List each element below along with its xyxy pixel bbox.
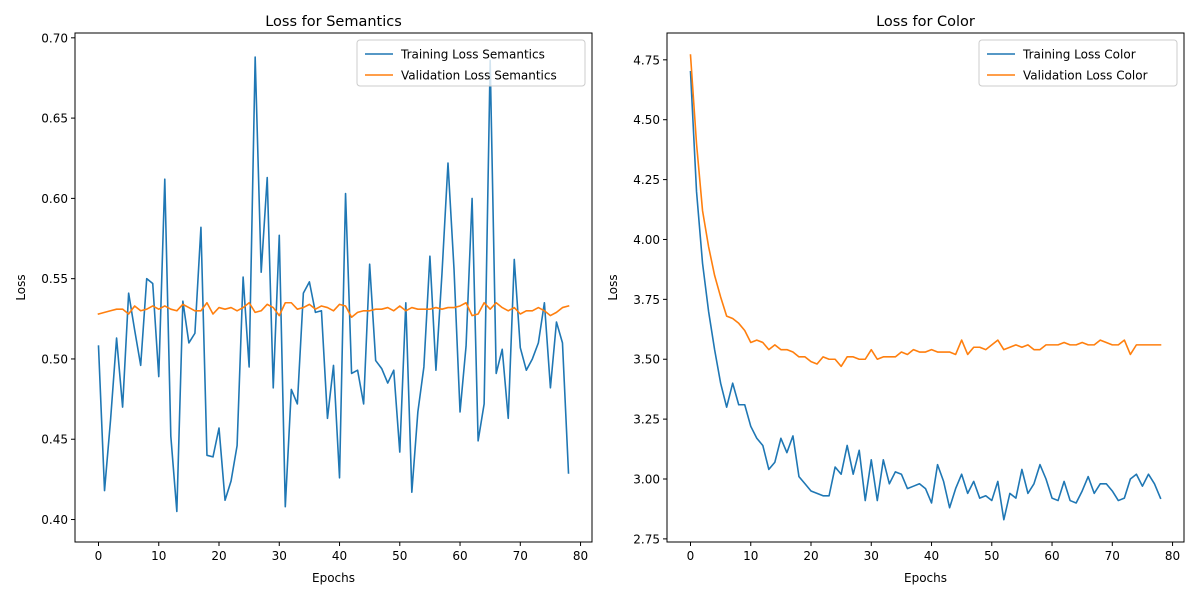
x-tick-label: 40	[924, 549, 939, 563]
x-tick-label: 0	[687, 549, 695, 563]
x-tick-label: 30	[864, 549, 879, 563]
x-tick-label: 50	[984, 549, 999, 563]
chart-semantics: 0 10 20 30 40 50 60 70 80 0.40 0.45 0.50 0.55 0.60 0.6…	[14, 14, 593, 585]
legend: Training Loss Color Validation Loss Color	[978, 39, 1178, 87]
x-axis-label: Epochs	[904, 571, 947, 585]
x-tick-label: 60	[452, 549, 467, 563]
y-tick-label: 0.40	[41, 513, 68, 527]
series-line-2	[689, 54, 1162, 368]
legend-label: Validation Loss Semantics	[401, 69, 557, 83]
y-tick-label: 3.50	[633, 353, 660, 367]
x-tick-label: 0	[95, 549, 103, 563]
chart-title: Loss for Semantics	[265, 14, 402, 30]
x-tick-label: 80	[573, 549, 588, 563]
x-tick-label: 70	[513, 549, 528, 563]
chart-color: 0 10 20 30 40 50 60 70 80 2.75 3.00 3.25 3.50 3.75 4.0…	[606, 14, 1185, 585]
y-tick-label: 0.70	[41, 31, 68, 45]
x-tick-label: 80	[1165, 549, 1180, 563]
x-tick-label: 60	[1044, 549, 1059, 563]
y-tick-label: 3.25	[633, 413, 660, 427]
y-tick-label: 0.65	[41, 112, 68, 126]
y-axis-label: Loss	[606, 274, 620, 300]
y-tick-label: 4.00	[633, 233, 660, 247]
y-tick-label: 3.00	[633, 473, 660, 487]
x-tick-label: 70	[1105, 549, 1120, 563]
axes-frame	[74, 32, 593, 543]
y-tick-label: 4.25	[633, 173, 660, 187]
legend-label: Training Loss Semantics	[400, 48, 545, 62]
x-tick-label: 40	[332, 549, 347, 563]
y-tick-label: 4.50	[633, 113, 660, 127]
legend: Training Loss Semantics Validation Loss S…	[356, 39, 586, 87]
x-tick-label: 20	[803, 549, 818, 563]
series-line-1	[97, 56, 570, 513]
x-tick-label: 10	[151, 549, 166, 563]
legend-label: Validation Loss Color	[1023, 69, 1148, 83]
y-tick-label: 3.75	[633, 293, 660, 307]
legend-label: Training Loss Color	[1022, 48, 1136, 62]
x-tick-label: 10	[743, 549, 758, 563]
series-line-1	[689, 70, 1162, 521]
legend-box	[356, 39, 586, 87]
x-tick-label: 20	[211, 549, 226, 563]
y-axis-label: Loss	[14, 274, 28, 300]
legend-box	[978, 39, 1178, 87]
y-tick-label: 0.45	[41, 433, 68, 447]
y-tick-label: 4.75	[633, 53, 660, 67]
series-line-2	[97, 301, 570, 319]
chart-title: Loss for Color	[876, 14, 975, 30]
y-tick-label: 0.55	[41, 272, 68, 286]
y-tick-label: 0.50	[41, 352, 68, 366]
x-tick-label: 50	[392, 549, 407, 563]
axes-frame	[666, 32, 1185, 543]
y-tick-label: 0.60	[41, 192, 68, 206]
y-tick-label: 2.75	[633, 532, 660, 546]
x-axis-label: Epochs	[312, 571, 355, 585]
x-tick-label: 30	[272, 549, 287, 563]
